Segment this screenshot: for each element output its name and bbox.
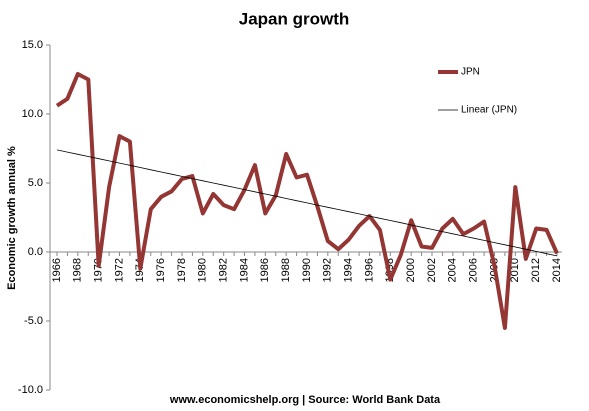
x-tick-label: 1982 — [218, 258, 230, 282]
x-tick-label: 2006 — [468, 258, 480, 282]
x-tick-label: 1970 — [93, 258, 105, 282]
x-tick-label: 1986 — [259, 258, 271, 282]
chart-title: Japan growth — [239, 9, 350, 28]
x-tick-label: 1976 — [155, 258, 167, 282]
y-tick-label: 0.0 — [28, 246, 43, 258]
line-series — [55, 72, 559, 330]
x-tick-label: 1992 — [322, 258, 334, 282]
y-tick-label: 10.0 — [22, 108, 43, 120]
x-tick-label: 2012 — [530, 258, 542, 282]
x-tick-label: 1988 — [280, 258, 292, 282]
x-tick-label: 2004 — [447, 258, 459, 282]
y-tick-label: -10.0 — [18, 384, 43, 396]
x-tick-label: 1994 — [343, 258, 355, 282]
x-tick-label: 2002 — [426, 258, 438, 282]
x-tick-label: 1978 — [176, 258, 188, 282]
x-tick-label: 2000 — [405, 258, 417, 282]
x-tick-label: 1968 — [72, 258, 84, 282]
y-tick-label: 5.0 — [28, 177, 43, 189]
x-tick-label: 1966 — [51, 258, 63, 282]
x-tick-label: 1990 — [301, 258, 313, 282]
x-tick-label: 1984 — [238, 258, 250, 282]
y-tick-label: 15.0 — [22, 39, 43, 51]
legend-label: Linear (JPN) — [461, 105, 517, 116]
x-tick-label: 2014 — [551, 258, 563, 282]
x-tick-label: 1980 — [197, 258, 209, 282]
legend-label: JPN — [461, 67, 480, 78]
line-series — [56, 149, 558, 257]
source: www.economicshelp.org | Source: World Ba… — [169, 394, 441, 406]
y-axis-label: Economic growth annual % — [6, 146, 18, 290]
x-tick-label: 1996 — [363, 258, 375, 282]
x-tick-label: 2010 — [509, 258, 521, 282]
y-tick-label: -5.0 — [24, 315, 43, 327]
x-tick-label: 1972 — [113, 258, 125, 282]
